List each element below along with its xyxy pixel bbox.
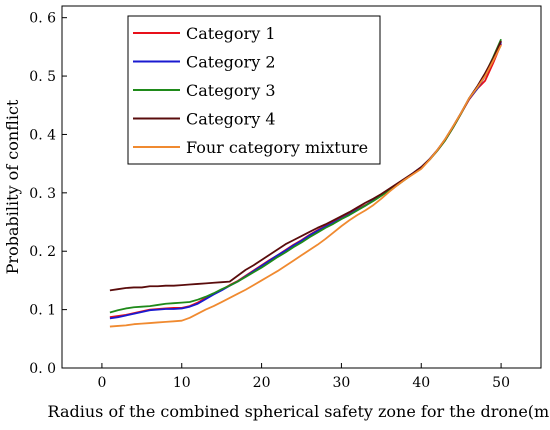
- x-tick-label: 40: [412, 375, 430, 391]
- legend: Category 1 Category 2 Category 3 Category 4…: [127, 15, 381, 165]
- y-axis-title: Probability of conflict: [3, 99, 22, 274]
- x-axis-title: Radius of the combined spherical safety …: [48, 402, 550, 421]
- y-tick-label: 0. 2: [29, 244, 56, 260]
- legend-label: Category 2: [186, 53, 276, 72]
- x-tick-label: 50: [492, 375, 510, 391]
- series-line-5: [109, 44, 502, 328]
- series-layer: [109, 38, 502, 328]
- y-tick-label: 0. 4: [29, 127, 56, 143]
- y-tick-label: 0. 1: [29, 303, 56, 319]
- legend-label: Four category mixture: [186, 138, 368, 157]
- legend-label: Category 1: [186, 24, 276, 43]
- plot-frame: [61, 5, 542, 369]
- legend-label: Category 3: [186, 81, 276, 100]
- y-tick-label: 0. 0: [29, 361, 56, 377]
- y-axis: 0. 0 0. 1 0. 2 0. 3 0. 4 0. 5 0. 6: [29, 11, 67, 377]
- x-tick-label: 0: [97, 375, 106, 391]
- legend-label: Category 4: [186, 110, 276, 129]
- x-axis: 0 10 20 30 40 50: [97, 363, 510, 391]
- y-tick-label: 0. 5: [29, 69, 56, 85]
- y-tick-label: 0. 6: [29, 11, 56, 27]
- x-tick-label: 20: [253, 375, 271, 391]
- x-tick-label: 30: [333, 375, 351, 391]
- x-tick-label: 10: [173, 375, 191, 391]
- y-tick-label: 0. 3: [29, 186, 56, 202]
